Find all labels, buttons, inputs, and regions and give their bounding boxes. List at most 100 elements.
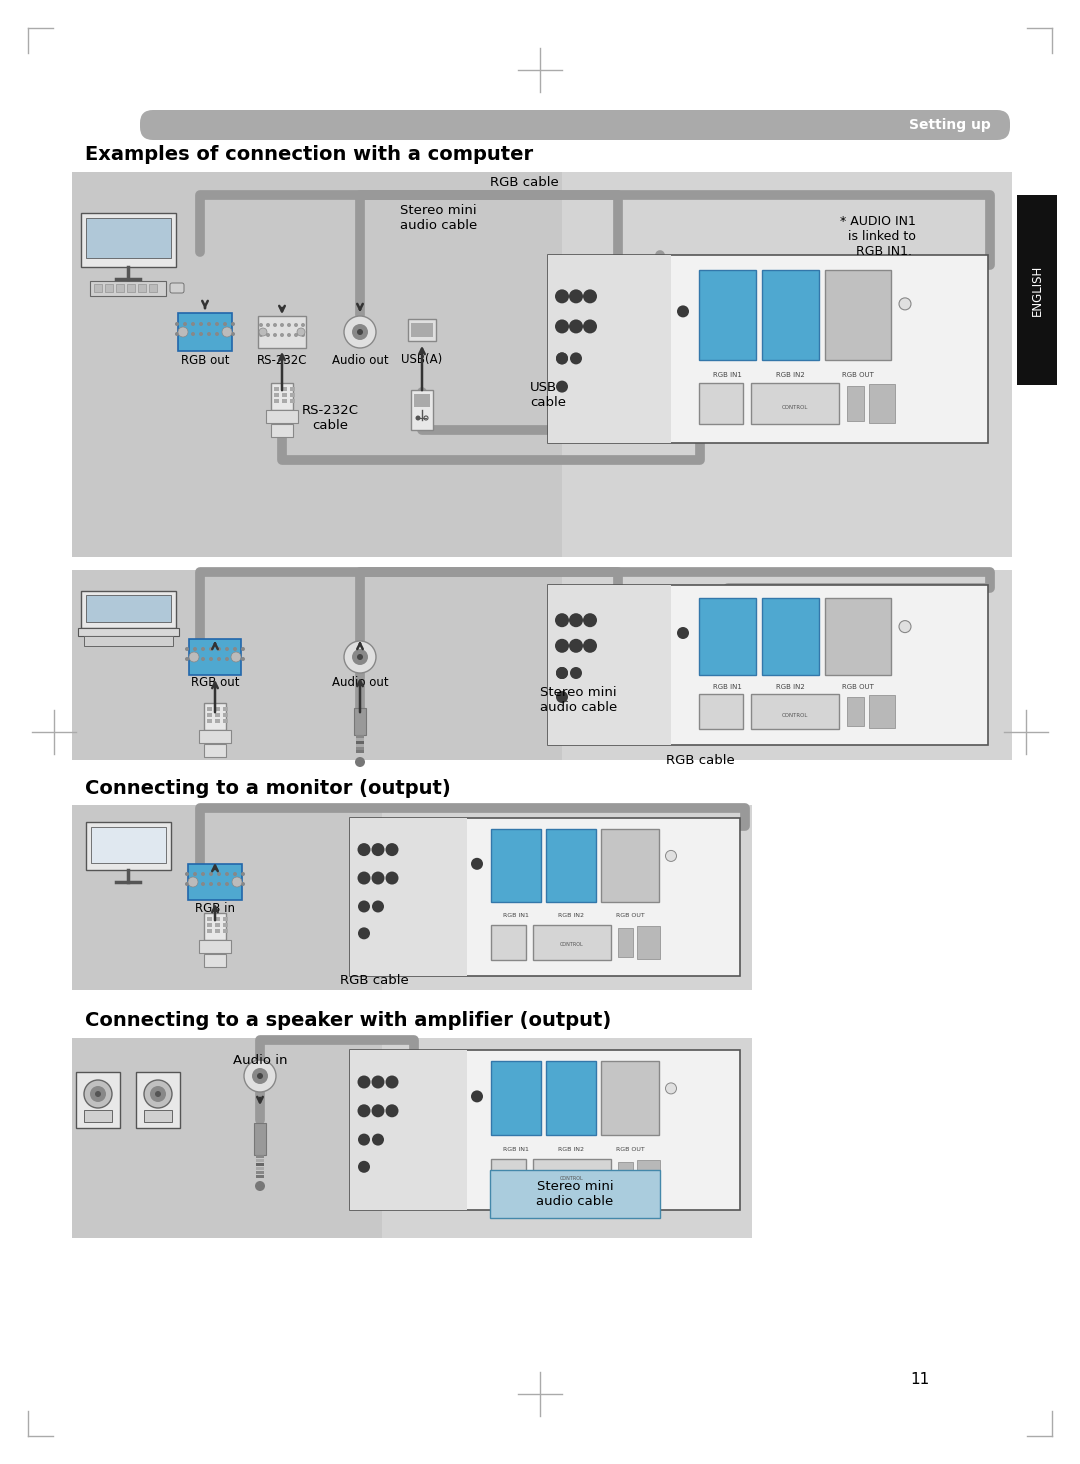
Bar xyxy=(258,316,306,348)
Bar xyxy=(618,1162,633,1192)
Bar xyxy=(222,916,228,921)
Text: 11: 11 xyxy=(910,1373,930,1388)
Bar xyxy=(256,1167,264,1170)
Circle shape xyxy=(183,332,187,337)
Circle shape xyxy=(583,638,597,653)
Bar xyxy=(637,1159,660,1193)
Bar xyxy=(72,1038,382,1239)
Text: RGB OUT: RGB OUT xyxy=(842,372,874,378)
Bar xyxy=(548,255,988,444)
Circle shape xyxy=(241,881,245,886)
Circle shape xyxy=(345,641,376,673)
Circle shape xyxy=(175,322,179,326)
Circle shape xyxy=(201,647,205,651)
Bar xyxy=(72,171,1012,556)
Bar xyxy=(491,1061,541,1135)
Text: RGB IN1: RGB IN1 xyxy=(713,684,742,691)
Circle shape xyxy=(193,881,197,886)
Bar xyxy=(762,597,819,675)
Bar xyxy=(637,927,660,959)
Text: Connecting to a monitor (output): Connecting to a monitor (output) xyxy=(85,779,450,798)
Bar xyxy=(91,827,166,862)
Circle shape xyxy=(210,647,213,651)
Text: Audio out: Audio out xyxy=(332,676,389,690)
Circle shape xyxy=(569,638,583,653)
Text: Stereo mini
audio cable: Stereo mini audio cable xyxy=(540,687,618,714)
Bar xyxy=(254,1123,266,1155)
Bar xyxy=(94,284,102,291)
Bar xyxy=(81,212,176,266)
Text: Connecting to a speaker with amplifier (output): Connecting to a speaker with amplifier (… xyxy=(85,1010,611,1029)
Circle shape xyxy=(386,1076,399,1089)
Circle shape xyxy=(569,290,583,303)
Circle shape xyxy=(210,873,213,875)
Circle shape xyxy=(386,843,399,856)
Bar xyxy=(350,818,467,976)
Bar xyxy=(356,741,364,744)
Circle shape xyxy=(255,1181,265,1192)
Bar xyxy=(411,324,433,337)
Circle shape xyxy=(677,627,689,638)
Circle shape xyxy=(188,877,198,887)
Circle shape xyxy=(222,322,227,326)
Circle shape xyxy=(555,319,569,334)
Bar xyxy=(548,586,988,745)
Circle shape xyxy=(294,332,298,337)
Text: RGB in: RGB in xyxy=(195,902,235,915)
Circle shape xyxy=(233,657,237,662)
Bar xyxy=(350,818,740,976)
Circle shape xyxy=(231,651,241,662)
Circle shape xyxy=(555,290,569,303)
Text: CONTROL: CONTROL xyxy=(561,941,584,947)
Bar xyxy=(548,586,671,745)
Circle shape xyxy=(84,1080,112,1108)
Bar xyxy=(256,1162,264,1165)
Circle shape xyxy=(191,322,195,326)
Bar xyxy=(256,1171,264,1174)
Text: RS-232C
cable: RS-232C cable xyxy=(301,404,359,432)
Circle shape xyxy=(569,319,583,334)
Bar xyxy=(136,1072,180,1127)
Circle shape xyxy=(185,873,189,875)
Circle shape xyxy=(217,881,221,886)
Circle shape xyxy=(357,843,370,856)
Circle shape xyxy=(189,651,199,662)
Circle shape xyxy=(156,1091,161,1097)
Text: Audio out: Audio out xyxy=(332,353,389,366)
Circle shape xyxy=(386,871,399,884)
Text: Stereo mini
audio cable: Stereo mini audio cable xyxy=(537,1180,613,1208)
Circle shape xyxy=(193,657,197,662)
Circle shape xyxy=(183,322,187,326)
Bar xyxy=(751,384,839,425)
Bar xyxy=(491,1159,526,1195)
Bar xyxy=(282,392,287,397)
Bar xyxy=(266,410,298,423)
Text: Stereo mini
audio cable: Stereo mini audio cable xyxy=(400,203,477,231)
Circle shape xyxy=(225,647,229,651)
Bar xyxy=(222,930,228,933)
Bar xyxy=(751,694,839,729)
Circle shape xyxy=(665,1083,676,1094)
Bar xyxy=(825,269,891,360)
Bar xyxy=(600,829,659,902)
Bar xyxy=(869,384,895,423)
Bar xyxy=(491,925,526,960)
Circle shape xyxy=(231,332,235,337)
Bar xyxy=(222,713,228,717)
Bar xyxy=(222,922,228,927)
Bar xyxy=(207,922,212,927)
Circle shape xyxy=(287,324,291,326)
Text: RGB IN2: RGB IN2 xyxy=(558,914,584,918)
Bar xyxy=(215,930,220,933)
Circle shape xyxy=(556,353,568,365)
Circle shape xyxy=(677,306,689,318)
Circle shape xyxy=(372,1133,384,1146)
Circle shape xyxy=(193,647,197,651)
Bar xyxy=(90,281,166,296)
Bar xyxy=(149,284,157,291)
Bar xyxy=(72,569,562,760)
Bar xyxy=(271,425,293,436)
Circle shape xyxy=(185,881,189,886)
Text: RGB IN2: RGB IN2 xyxy=(558,1146,584,1152)
Text: RGB cable: RGB cable xyxy=(340,975,408,988)
